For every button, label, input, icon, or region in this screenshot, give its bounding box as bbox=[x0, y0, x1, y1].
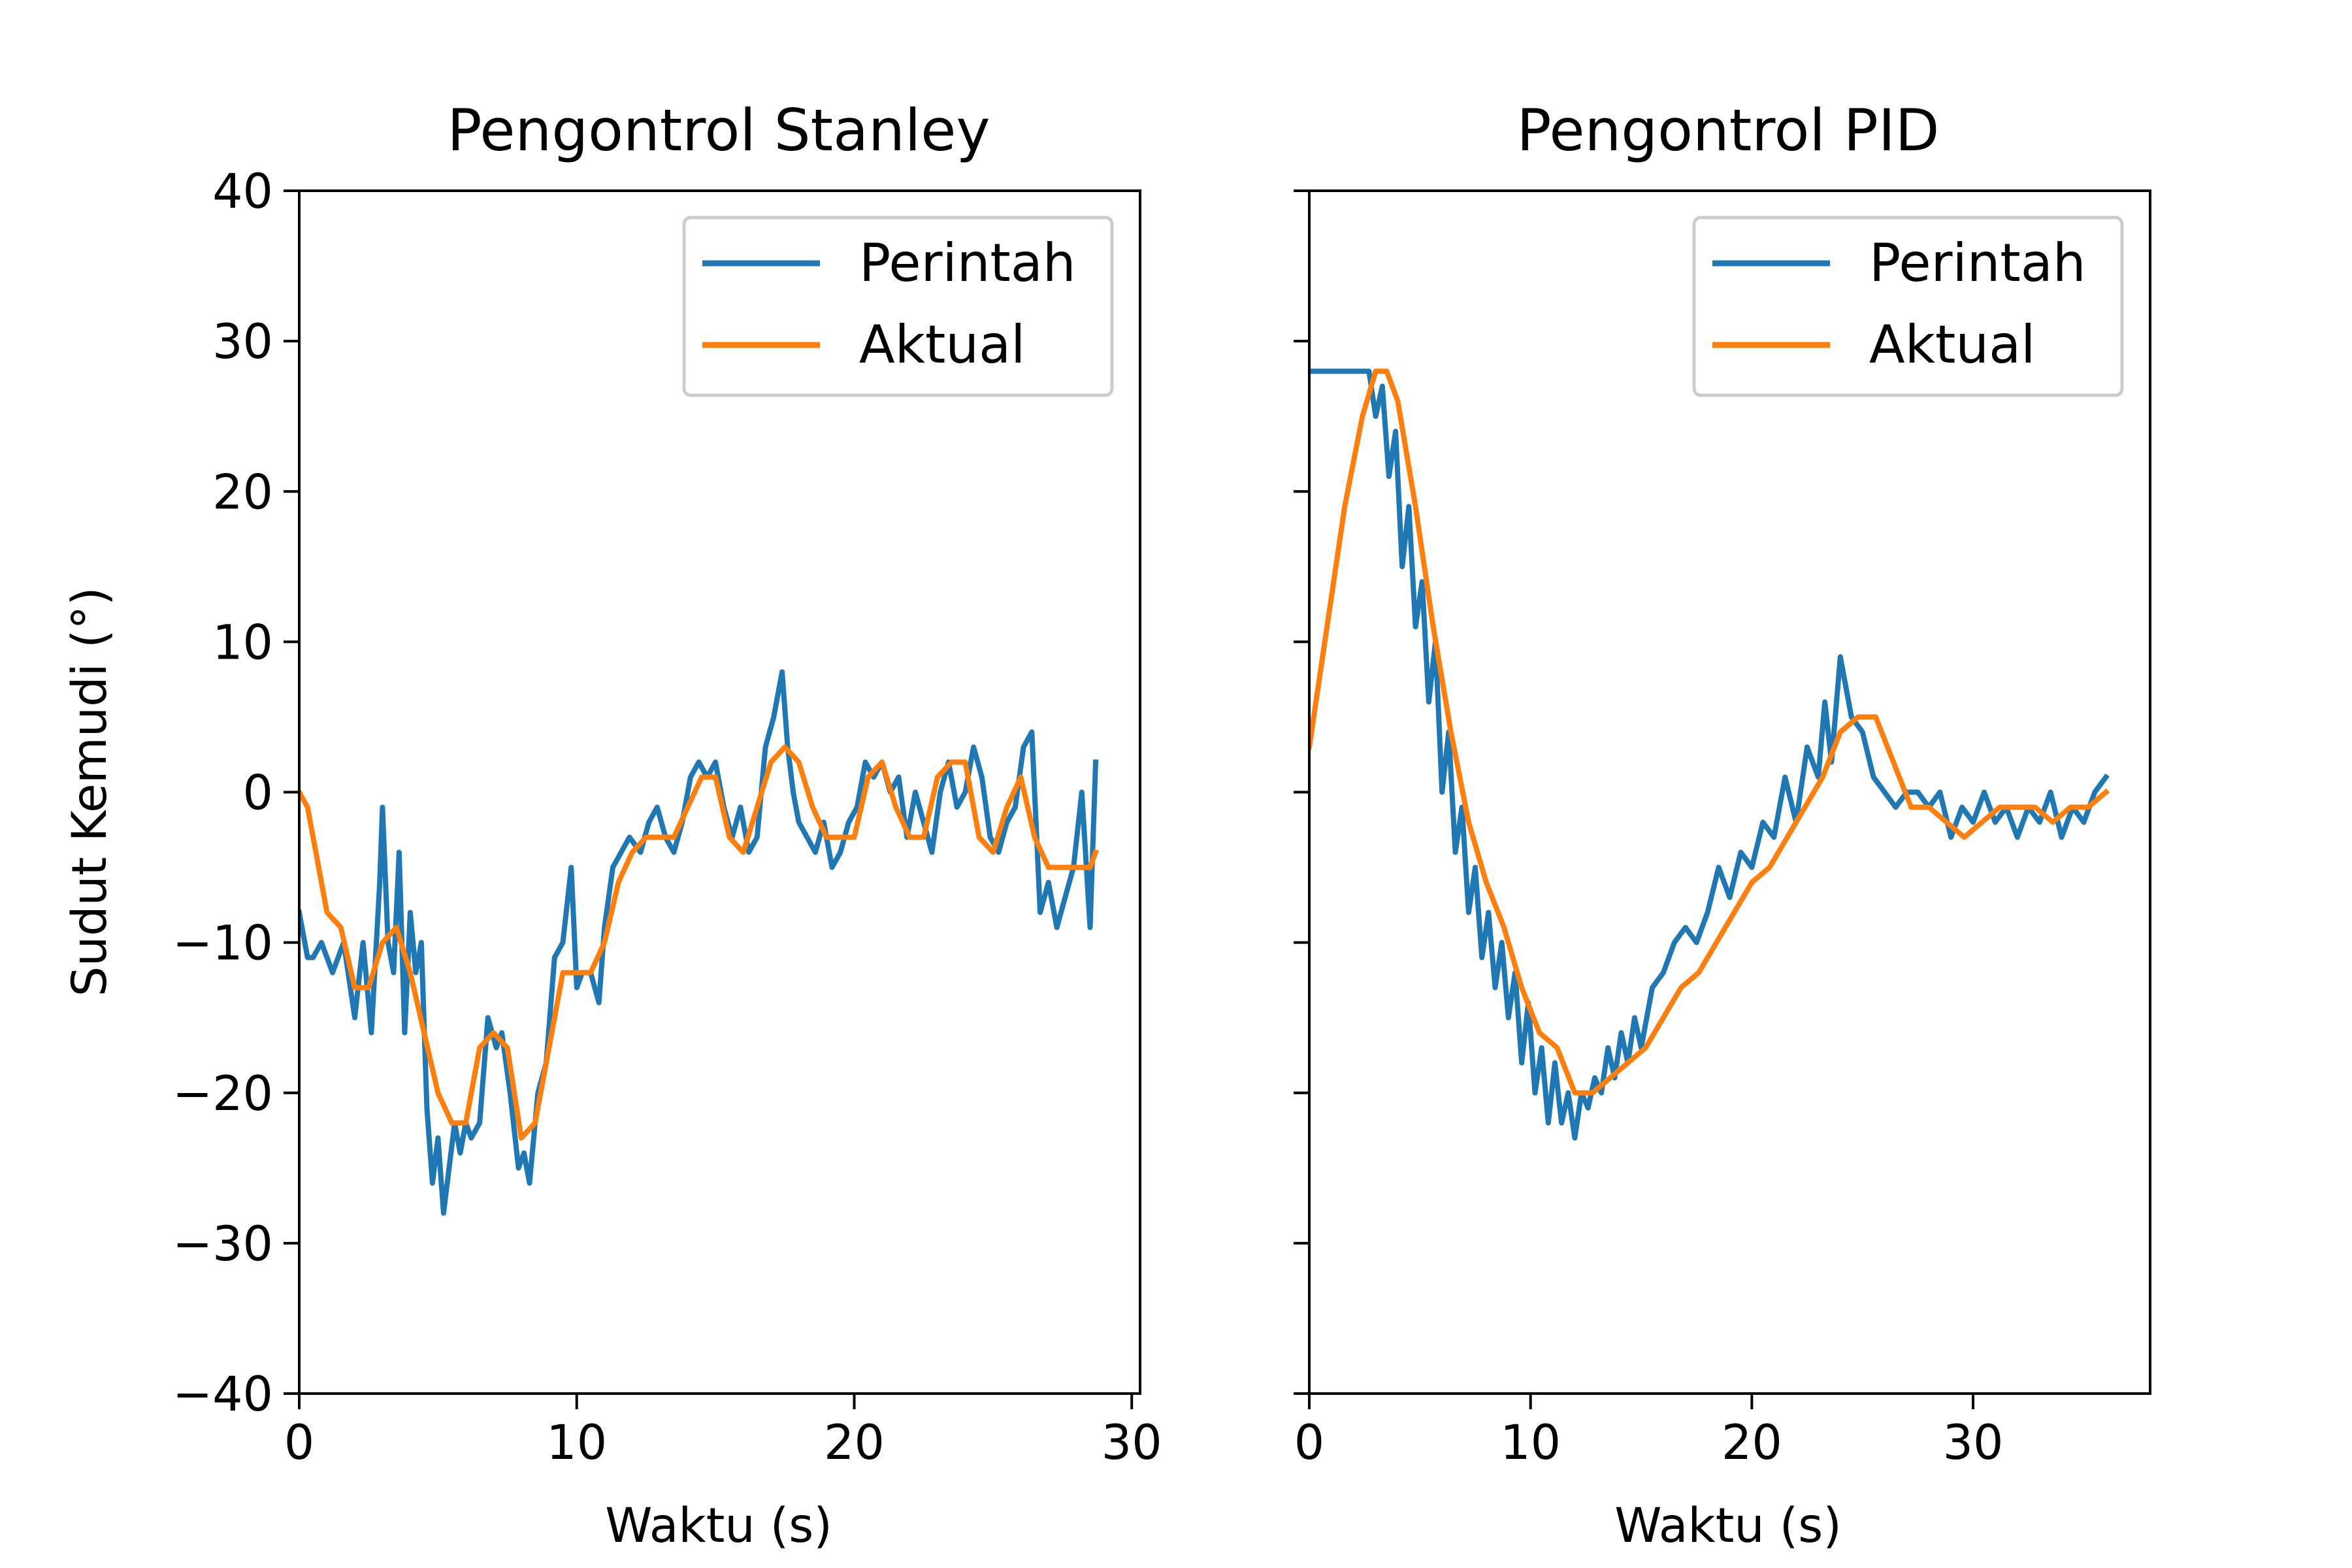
stanley-x-tick-label: 30 bbox=[1102, 1415, 1162, 1471]
pid-x-tick-label: 20 bbox=[1722, 1415, 1782, 1471]
stanley-x-axis-label: Waktu (s) bbox=[605, 1498, 832, 1554]
pid-legend-label-perintah: Perintah bbox=[1869, 233, 2086, 293]
pid-series-group bbox=[1309, 368, 2110, 1141]
stanley-y-axis-label: Sudut Kemudi (°) bbox=[62, 587, 118, 997]
stanley-y-tick-label: −40 bbox=[172, 1367, 273, 1422]
stanley-y-tick-label: 30 bbox=[212, 314, 273, 370]
stanley-y-tick-label: 10 bbox=[212, 615, 273, 670]
pid-legend-label-aktual: Aktual bbox=[1869, 314, 2035, 375]
stanley-series-aktual-line bbox=[299, 744, 1100, 1141]
stanley-x-tick-label: 0 bbox=[284, 1415, 314, 1471]
stanley-legend: Perintah Aktual bbox=[682, 216, 1114, 397]
pid-title: Pengontrol PID bbox=[1516, 97, 1939, 164]
stanley-y-tick-label: −20 bbox=[172, 1066, 273, 1122]
pid-series-aktual-line bbox=[1309, 368, 2110, 1096]
stanley-panel: Pengontrol Stanley Waktu (s) Sudut Kemud… bbox=[62, 97, 1162, 1554]
stanley-y-tick-label: −30 bbox=[172, 1217, 273, 1272]
stanley-y-tick-label: 40 bbox=[212, 164, 273, 220]
stanley-y-tick-label: −10 bbox=[172, 916, 273, 972]
stanley-title: Pengontrol Stanley bbox=[447, 97, 990, 164]
stanley-legend-label-perintah: Perintah bbox=[859, 233, 1076, 293]
stanley-plot-area: 0 10 20 30 −40 −30 −20 −10 0 10 20 30 40 bbox=[172, 164, 1162, 1471]
stanley-y-tick-label: 20 bbox=[212, 465, 273, 520]
pid-series-perintah-line bbox=[1309, 368, 2110, 1141]
stanley-y-tick-label: 0 bbox=[243, 766, 273, 821]
pid-x-tick-label: 10 bbox=[1500, 1415, 1561, 1471]
stanley-series-group bbox=[299, 669, 1100, 1216]
pid-x-tick-label: 30 bbox=[1943, 1415, 2004, 1471]
pid-x-axis-label: Waktu (s) bbox=[1614, 1498, 1842, 1554]
stanley-legend-label-aktual: Aktual bbox=[859, 314, 1025, 375]
stanley-x-tick-label: 20 bbox=[824, 1415, 885, 1471]
stanley-series-perintah-line bbox=[299, 669, 1099, 1216]
stanley-x-tick-label: 10 bbox=[546, 1415, 607, 1471]
pid-panel: Pengontrol PID Waktu (s) 0 10 20 30 Perinta… bbox=[1294, 97, 2151, 1554]
pid-x-tick-label: 0 bbox=[1294, 1415, 1324, 1471]
pid-plot-area: 0 10 20 30 bbox=[1294, 189, 2151, 1471]
pid-legend: Perintah Aktual bbox=[1692, 216, 2124, 397]
